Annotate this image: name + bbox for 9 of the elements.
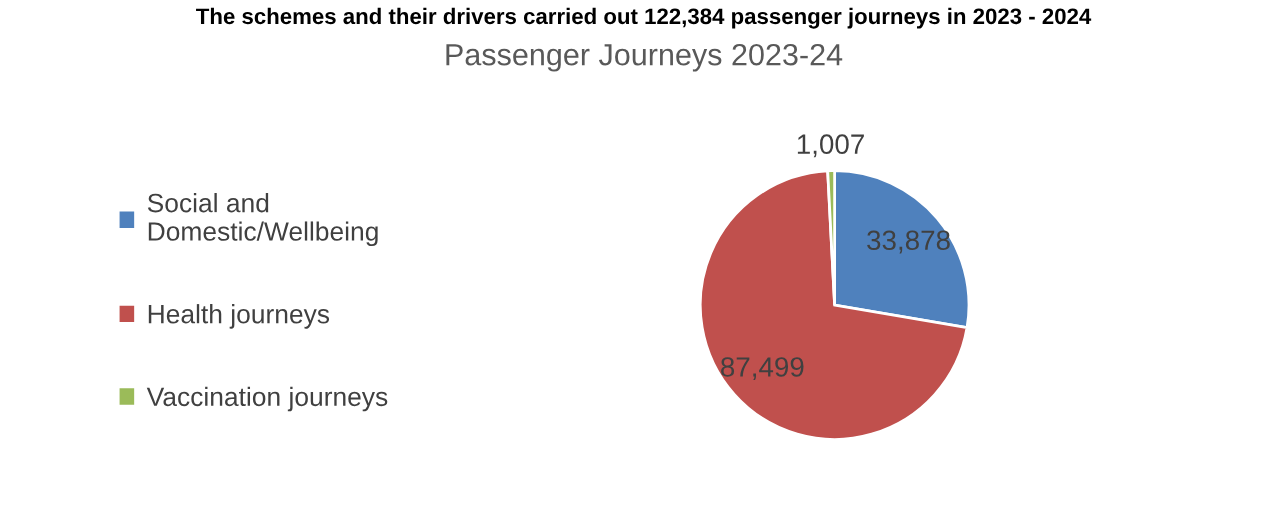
data-label: 33,878 [867,230,950,254]
legend-label: Social and Domestic/Wellbeing [147,193,378,247]
data-label: 87,499 [721,357,804,381]
legend-label: Health journeys [148,304,330,329]
chart-title: Passenger Journeys 2023-24 [446,43,843,72]
legend-label: Vaccination journeys [146,386,388,412]
text: The schemes and their drivers carried out 122,384 passenger journeys in 2023 - 2024 [196,7,1092,29]
pie-slice [698,169,969,441]
data-label: 1,007 [797,134,864,158]
